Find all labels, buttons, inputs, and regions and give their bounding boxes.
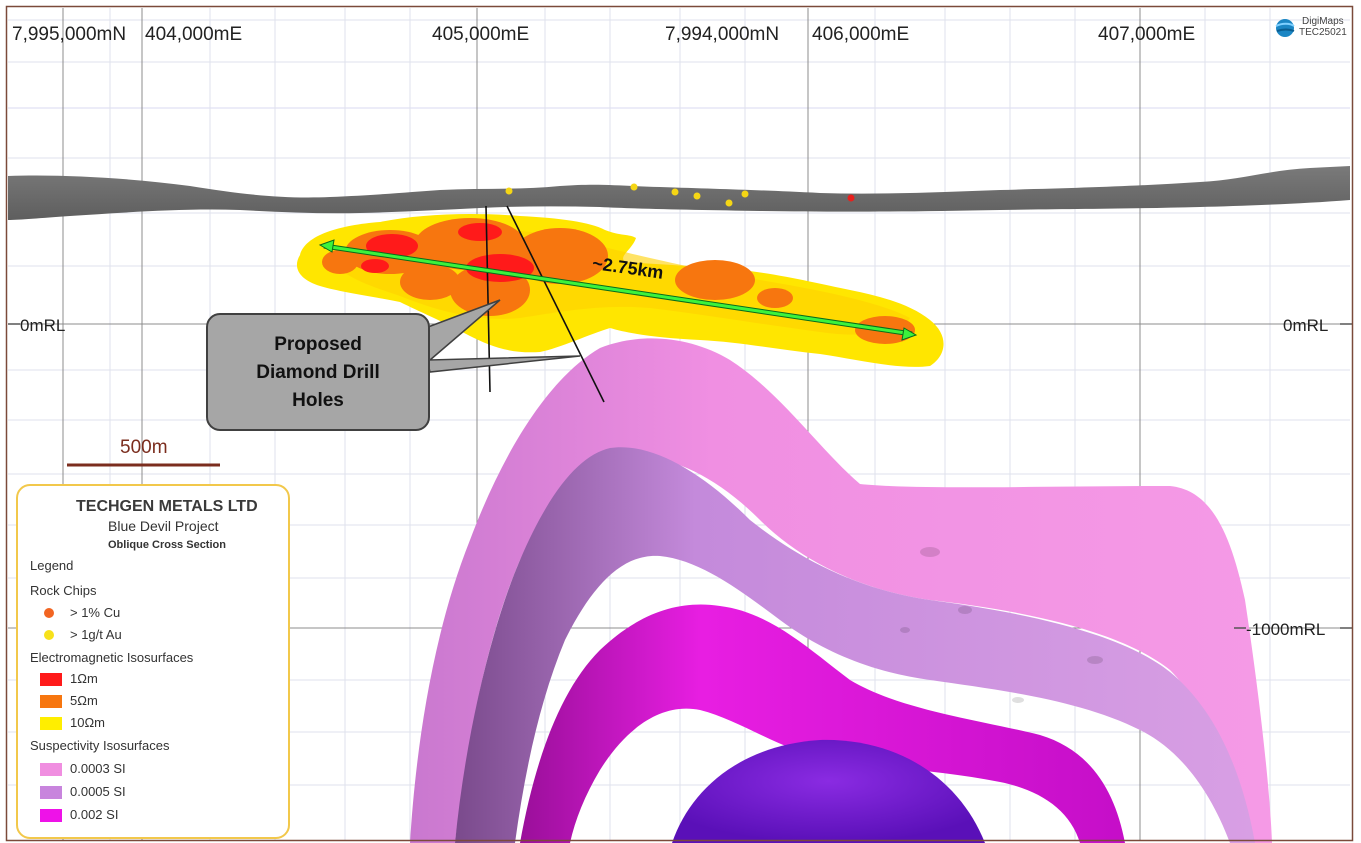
rock-chips-heading: Rock Chips	[30, 583, 97, 598]
scale-bar-label: 500m	[120, 437, 168, 458]
em-5ohm-swatch	[40, 695, 62, 708]
em-1ohm-swatch	[40, 673, 62, 686]
au-swatch	[44, 630, 54, 640]
callout-line-3: Holes	[292, 390, 344, 411]
easting-label-405000: 405,000mE	[432, 24, 530, 45]
brand-code: TEC25021	[1299, 27, 1347, 38]
susceptibility-0.002-si-shell	[520, 604, 1125, 843]
susc-0003-label: 0.0003 SI	[70, 761, 126, 776]
distance-arrow-fill	[323, 244, 913, 336]
rl-label-zero-right: 0mRL	[1283, 316, 1329, 335]
brand-name: DigiMaps	[1302, 16, 1344, 27]
au-label: > 1g/t Au	[70, 627, 122, 642]
rock-chip-au	[505, 183, 749, 207]
em-5ohm-label: 5Ωm	[70, 693, 98, 708]
easting-label-404000: 404,000mE	[145, 24, 243, 45]
susceptibility-0.0003-si-shell	[410, 338, 1272, 843]
digimaps-globe-icon	[1276, 19, 1294, 37]
rock-chip-cu	[847, 194, 855, 202]
arrowhead-right	[901, 327, 918, 341]
susceptibility-core-body	[672, 739, 985, 843]
em-1ohm-label: 1Ωm	[70, 671, 98, 686]
cu-swatch	[44, 608, 54, 618]
cu-label: > 1% Cu	[70, 605, 121, 620]
susc-002-label: 0.002 SI	[70, 807, 119, 822]
rl-label-zero-left: 0mRL	[20, 316, 66, 335]
susceptibility-0.0005-si-shell	[455, 447, 1255, 843]
drill-hole-2	[506, 205, 605, 403]
em-10ohm-swatch	[40, 717, 62, 730]
callout-line-1: Proposed	[274, 334, 362, 355]
easting-label-406000: 406,000mE	[812, 24, 910, 45]
em-heading: Electromagnetic Isosurfaces	[30, 650, 194, 665]
map-frame	[5, 5, 1354, 842]
em-10ohm-label: 10Ωm	[70, 715, 106, 730]
northing-label-mid: 7,994,000mN	[665, 24, 780, 45]
northing-label-left: 7,995,000mN	[12, 24, 127, 45]
easting-label-407000: 407,000mE	[1098, 24, 1196, 45]
axis-ticks	[8, 323, 1352, 629]
globe-band-2	[1276, 28, 1295, 32]
surface-shading	[900, 547, 1103, 703]
susc-002-swatch	[40, 809, 62, 822]
topography-surface	[8, 166, 1350, 220]
susc-0005-label: 0.0005 SI	[70, 784, 126, 799]
susc-0005-swatch	[40, 786, 62, 799]
project-name: Blue Devil Project	[108, 518, 219, 534]
drill-holes-callout: Proposed Diamond Drill Holes	[206, 313, 430, 431]
arrowhead-left	[318, 239, 335, 253]
callout-line-2: Diamond Drill	[256, 362, 380, 383]
globe-band	[1275, 22, 1295, 27]
legend-panel: TECHGEN METALS LTD Blue Devil Project Ob…	[16, 484, 290, 839]
rl-label-minus1000: -1000mRL	[1246, 620, 1326, 639]
section-name: Oblique Cross Section	[108, 539, 226, 551]
company-name: TECHGEN METALS LTD	[76, 498, 258, 515]
legend-title: Legend	[30, 558, 74, 573]
susc-heading: Suspectivity Isosurfaces	[30, 738, 170, 753]
susc-0003-swatch	[40, 763, 62, 776]
